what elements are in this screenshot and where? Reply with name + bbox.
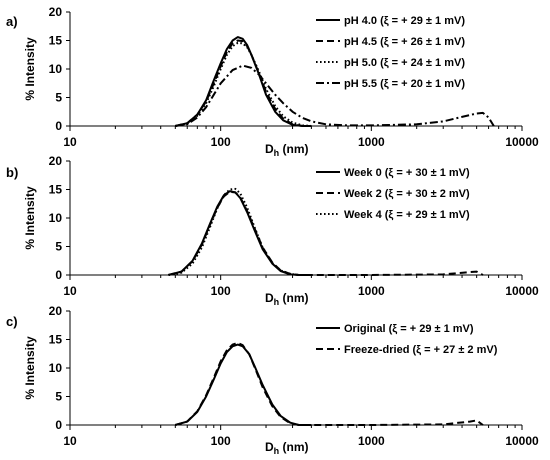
x-axis-label-main: D bbox=[265, 440, 274, 454]
x-tick-label: 10 bbox=[63, 434, 77, 448]
series-line-1 bbox=[175, 343, 312, 426]
y-tick-label: 10 bbox=[49, 361, 63, 375]
legend-entry: Week 4 (ξ = + 29 ± 1 mV) bbox=[344, 209, 470, 221]
series-line-4 bbox=[175, 64, 495, 127]
y-tick-label: 5 bbox=[55, 390, 62, 404]
y-tick-label: 0 bbox=[55, 418, 62, 432]
y-axis-label: % Intensity bbox=[23, 186, 37, 250]
y-tick-label: 15 bbox=[49, 333, 63, 347]
x-axis-label-subscript: h bbox=[274, 297, 280, 307]
x-axis-label-subscript: h bbox=[274, 148, 280, 158]
series-line-1 bbox=[175, 36, 312, 127]
x-axis-label: Dh (nm) bbox=[265, 142, 309, 158]
x-tick-label: 10000 bbox=[505, 434, 539, 448]
x-axis-label: Dh (nm) bbox=[265, 291, 309, 307]
y-tick-label: 0 bbox=[55, 268, 62, 282]
x-tick-label: 1000 bbox=[358, 284, 385, 298]
legend-entry: Original (ξ = + 29 ± 1 mV) bbox=[344, 323, 474, 335]
legend-entry: Week 0 (ξ = + 30 ± 1 mV) bbox=[344, 167, 470, 179]
x-tick-label: 10000 bbox=[505, 135, 539, 149]
series-line-3 bbox=[175, 41, 312, 127]
x-axis-label: Dh (nm) bbox=[265, 440, 309, 456]
legend: Original (ξ = + 29 ± 1 mV) Freeze-dried (… bbox=[316, 323, 498, 356]
y-tick-label: 0 bbox=[55, 119, 62, 133]
series-line-2 bbox=[175, 39, 312, 127]
legend-entry: pH 4.5 (ξ = + 26 ± 1 mV) bbox=[344, 36, 465, 48]
legend-entry: pH 4.0 (ξ = + 29 ± 1 mV) bbox=[344, 15, 465, 27]
legend-entry: pH 5.5 (ξ = + 20 ± 1 mV) bbox=[344, 78, 465, 90]
x-axis-label-unit: (nm) bbox=[279, 440, 308, 454]
x-tick-label: 100 bbox=[211, 135, 231, 149]
legend: pH 4.0 (ξ = + 29 ± 1 mV) pH 4.5 (ξ = + 26… bbox=[316, 15, 465, 90]
x-tick-label: 10 bbox=[63, 284, 77, 298]
y-tick-label: 20 bbox=[49, 5, 63, 19]
x-tick-label: 1000 bbox=[358, 434, 385, 448]
y-tick-label: 15 bbox=[49, 183, 63, 197]
legend-entry: Freeze-dried (ξ = + 27 ± 2 mV) bbox=[344, 344, 498, 356]
x-tick-label: 10 bbox=[63, 135, 77, 149]
y-tick-label: 10 bbox=[49, 211, 63, 225]
legend: Week 0 (ξ = + 30 ± 1 mV) Week 2 (ξ = + 30… bbox=[316, 167, 470, 221]
x-axis-label-unit: (nm) bbox=[279, 142, 308, 156]
chart-panel-2: b) 0 5 10 15 20 10 100 1000 10000 % Intensity Dh (n… bbox=[6, 154, 539, 307]
y-axis-label: % Intensity bbox=[23, 336, 37, 400]
chart-panel-3: c) 0 5 10 15 20 10 100 1000 10000 % Intensity Dh (n… bbox=[6, 304, 539, 456]
series-line-2 bbox=[168, 190, 484, 276]
x-tick-label: 1000 bbox=[358, 135, 385, 149]
y-axis-label: % Intensity bbox=[23, 37, 37, 101]
panel-label: b) bbox=[6, 165, 18, 180]
x-tick-label: 10000 bbox=[505, 284, 539, 298]
y-tick-label: 10 bbox=[49, 62, 63, 76]
y-tick-label: 5 bbox=[55, 240, 62, 254]
x-axis-label-unit: (nm) bbox=[279, 291, 308, 305]
x-axis-label-main: D bbox=[265, 142, 274, 156]
legend-entry: Week 2 (ξ = + 30 ± 2 mV) bbox=[344, 188, 470, 200]
x-axis-label-main: D bbox=[265, 291, 274, 305]
x-tick-label: 100 bbox=[211, 434, 231, 448]
chart-panel-1: a) 0 5 10 15 20 10 100 1000 10000 % Intensity Dh (n… bbox=[6, 5, 539, 158]
y-tick-label: 20 bbox=[49, 154, 63, 168]
y-tick-label: 15 bbox=[49, 34, 63, 48]
panel-label: c) bbox=[6, 314, 18, 329]
x-tick-label: 100 bbox=[211, 284, 231, 298]
y-tick-label: 20 bbox=[49, 304, 63, 318]
series-line-2 bbox=[175, 341, 484, 426]
x-axis-label-subscript: h bbox=[274, 446, 280, 456]
panel-label: a) bbox=[6, 14, 18, 29]
series-line-3 bbox=[168, 187, 312, 276]
legend-entry: pH 5.0 (ξ = + 24 ± 1 mV) bbox=[344, 57, 465, 69]
y-tick-label: 5 bbox=[55, 91, 62, 105]
